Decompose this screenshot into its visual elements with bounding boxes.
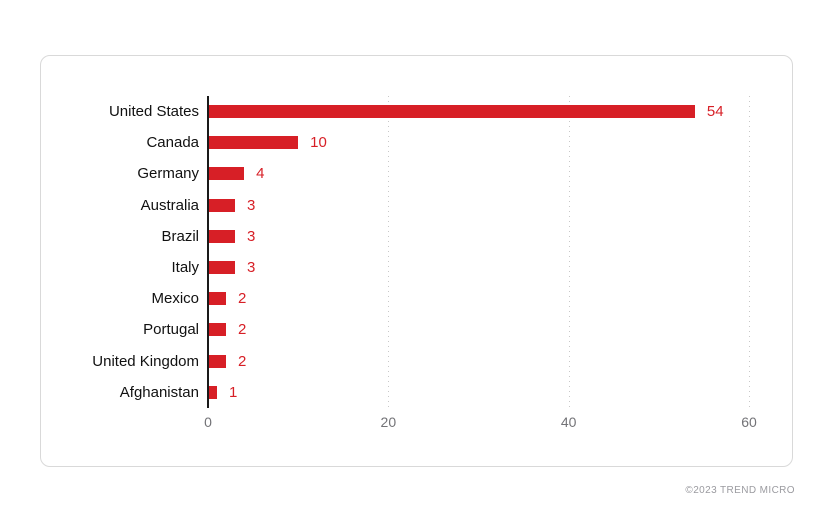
value-label: 4 xyxy=(256,165,265,183)
bar xyxy=(209,136,299,150)
x-tick-label: 60 xyxy=(741,414,757,430)
y-axis-line xyxy=(207,96,209,408)
x-tick-label: 0 xyxy=(204,414,212,430)
value-label: 2 xyxy=(238,352,247,370)
category-label: United Kingdom xyxy=(92,352,199,370)
category-label: United States xyxy=(108,103,199,120)
bar-row: Italy 3 xyxy=(41,252,792,283)
x-tick-label: 20 xyxy=(380,414,397,430)
bar-row: Brazil 3 xyxy=(41,221,792,252)
bar xyxy=(209,354,227,368)
copyright-text: ©2023 TREND MICRO xyxy=(685,485,795,496)
x-tick-label: 40 xyxy=(560,414,577,430)
bar xyxy=(209,292,227,306)
bar xyxy=(209,323,227,337)
bar-row: United States 54 xyxy=(41,96,792,127)
value-label: 10 xyxy=(310,134,327,152)
bar xyxy=(209,105,695,118)
x-gridline xyxy=(749,96,750,408)
category-label: Canada xyxy=(146,134,199,152)
bar-row: Germany 4 xyxy=(41,158,792,189)
value-label: 3 xyxy=(247,227,256,245)
category-label: Afghanistan xyxy=(119,383,199,401)
x-gridline xyxy=(388,96,390,408)
bar xyxy=(209,167,245,181)
value-label: 54 xyxy=(706,103,724,120)
category-label: Germany xyxy=(137,165,199,183)
bar xyxy=(209,261,236,274)
plot-area: United States 54 Canada 10 Germany 4 Australia… xyxy=(41,96,792,408)
bar xyxy=(209,198,236,212)
value-label: 2 xyxy=(238,290,247,308)
value-label: 1 xyxy=(229,383,238,401)
category-label: Portugal xyxy=(143,321,199,339)
category-label: Australia xyxy=(140,196,199,214)
bar-row: Canada 10 xyxy=(41,127,792,158)
bar-row: Australia 3 xyxy=(41,190,792,221)
value-label: 3 xyxy=(247,259,256,276)
bar-row: Portugal 2 xyxy=(41,314,792,345)
bar-row: Afghanistan 1 xyxy=(41,377,792,408)
bar xyxy=(209,229,236,243)
value-label: 2 xyxy=(238,321,247,339)
x-gridline xyxy=(568,96,570,408)
category-label: Brazil xyxy=(161,227,199,245)
value-label: 3 xyxy=(247,196,256,214)
bar xyxy=(209,385,218,399)
category-label: Mexico xyxy=(151,290,199,308)
bar-row: Mexico 2 xyxy=(41,283,792,314)
category-label: Italy xyxy=(171,259,199,276)
chart-card: United States 54 Canada 10 Germany 4 Australia… xyxy=(40,55,793,467)
x-axis: 0 20 40 60 xyxy=(41,414,792,434)
bar-row: United Kingdom 2 xyxy=(41,346,792,377)
